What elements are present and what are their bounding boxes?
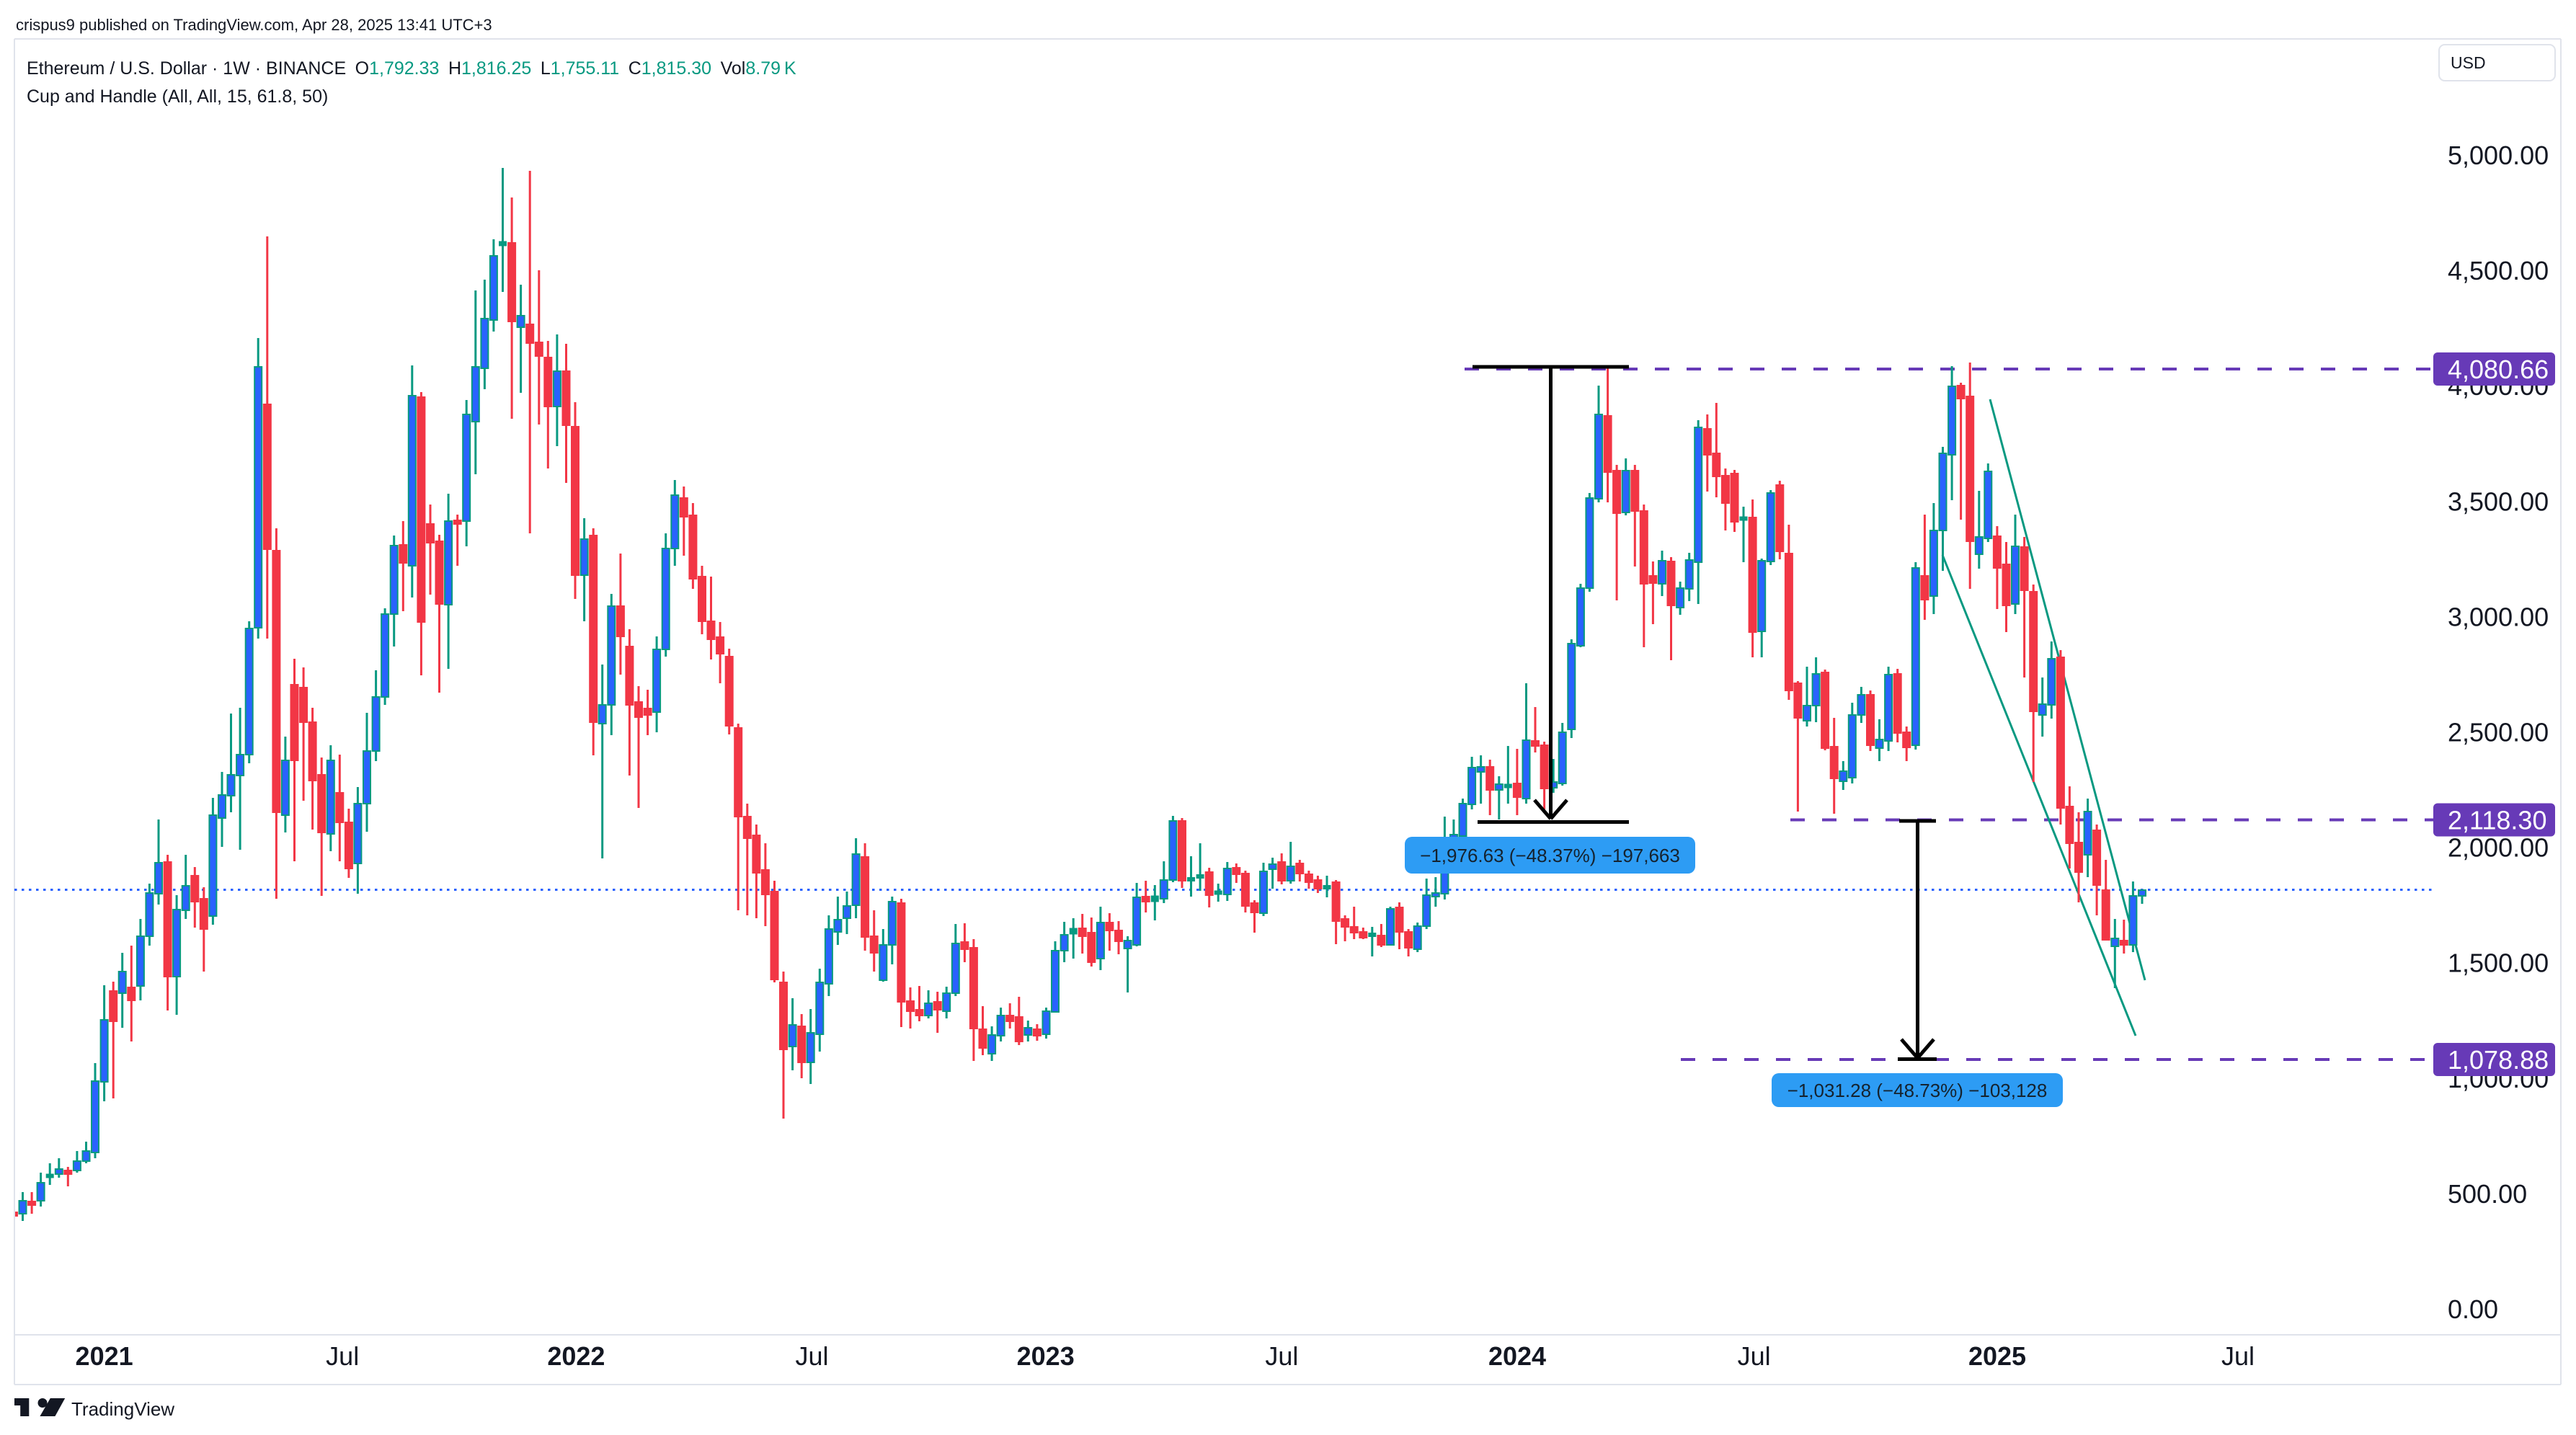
svg-text:2024: 2024 xyxy=(1488,1341,1546,1371)
svg-text:2,500.00: 2,500.00 xyxy=(2448,718,2549,747)
svg-text:500.00: 500.00 xyxy=(2448,1179,2527,1209)
svg-text:−1,031.28 (−48.73%) −103,128: −1,031.28 (−48.73%) −103,128 xyxy=(1787,1080,2048,1101)
svg-text:1,078.88: 1,078.88 xyxy=(2448,1045,2549,1075)
svg-text:Jul: Jul xyxy=(2221,1341,2255,1371)
svg-text:USD: USD xyxy=(2451,53,2486,72)
svg-text:2023: 2023 xyxy=(1017,1341,1075,1371)
svg-text:4,500.00: 4,500.00 xyxy=(2448,256,2549,285)
svg-text:Jul: Jul xyxy=(1265,1341,1298,1371)
svg-text:2025: 2025 xyxy=(1968,1341,2026,1371)
svg-text:TradingView: TradingView xyxy=(71,1398,174,1420)
svg-text:2,000.00: 2,000.00 xyxy=(2448,833,2549,863)
svg-text:Ethereum / U.S. Dollar · 1W ·: Ethereum / U.S. Dollar · 1W · BINANCE O1… xyxy=(27,58,796,79)
svg-text:crispus9 published on TradingV: crispus9 published on TradingView.com, A… xyxy=(16,16,492,34)
svg-text:2021: 2021 xyxy=(76,1341,133,1371)
svg-text:Jul: Jul xyxy=(326,1341,359,1371)
svg-text:Jul: Jul xyxy=(795,1341,828,1371)
svg-text:3,500.00: 3,500.00 xyxy=(2448,487,2549,516)
svg-text:2,118.30: 2,118.30 xyxy=(2448,806,2546,835)
svg-text:0.00: 0.00 xyxy=(2448,1294,2498,1324)
svg-text:Cup and Handle (All, All, 15,: Cup and Handle (All, All, 15, 61.8, 50) xyxy=(27,86,328,107)
svg-text:Jul: Jul xyxy=(1738,1341,1771,1371)
svg-text:2022: 2022 xyxy=(547,1341,605,1371)
svg-text:5,000.00: 5,000.00 xyxy=(2448,141,2549,170)
svg-text:−1,976.63 (−48.37%) −197,663: −1,976.63 (−48.37%) −197,663 xyxy=(1420,845,1680,866)
svg-text:1,500.00: 1,500.00 xyxy=(2448,948,2549,978)
svg-text:4,080.66: 4,080.66 xyxy=(2448,355,2549,384)
svg-text:3,000.00: 3,000.00 xyxy=(2448,602,2549,631)
